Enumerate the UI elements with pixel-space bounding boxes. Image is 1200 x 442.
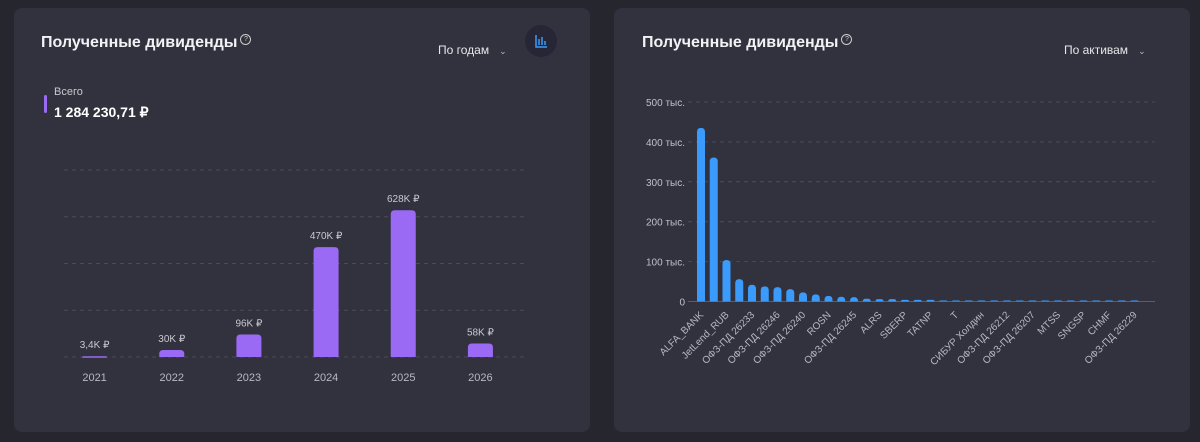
bar	[875, 299, 884, 302]
bar	[773, 287, 782, 302]
bar	[1054, 300, 1062, 302]
bar	[926, 299, 935, 302]
data-label: 58K ₽	[467, 327, 495, 338]
period-select[interactable]: По годам ⌄	[438, 43, 507, 57]
y-tick-label: 200 тыс.	[646, 218, 685, 229]
bar	[760, 286, 769, 302]
x-tick-label: SNGSP	[1056, 310, 1089, 343]
bar	[1003, 300, 1011, 302]
year-bar-chart: 3,4K ₽ 2021 30K ₽ 2022 96K ₽ 2023 470K ₽ 2024 62…	[64, 169, 527, 384]
bar	[313, 247, 339, 357]
data-label: 96K ₽	[235, 319, 263, 330]
x-tick-label: TATNP	[906, 310, 936, 340]
bar	[862, 298, 871, 302]
dividends-by-year-card: Полученные дивиденды? По годам ⌄ Всего 1 …	[14, 8, 590, 432]
bar	[1130, 300, 1139, 302]
dividends-by-asset-card: Полученные дивиденды? По активам ⌄ 0 100 т…	[614, 8, 1190, 432]
bar	[811, 294, 820, 302]
legend-color-swatch	[44, 95, 47, 113]
y-tick-label: 300 тыс.	[646, 178, 685, 189]
x-tick-label: 2026	[468, 372, 492, 384]
help-icon[interactable]: ?	[841, 34, 853, 45]
bar	[837, 296, 846, 302]
x-tick-label: SBERP	[878, 310, 910, 342]
card-title: Полученные дивиденды?	[642, 34, 853, 52]
group-select[interactable]: По активам ⌄	[1064, 43, 1146, 57]
asset-bar-chart: 0 100 тыс. 200 тыс. 300 тыс. 400 тыс. 500 тыс…	[646, 98, 1155, 368]
bar	[824, 295, 833, 302]
bar	[888, 299, 897, 302]
bar	[236, 334, 262, 357]
bar	[799, 292, 807, 302]
bar	[786, 289, 795, 302]
y-tick-label: 400 тыс.	[646, 138, 685, 149]
bar	[1066, 300, 1075, 302]
legend-value: 1 284 230,71 ₽	[54, 104, 149, 120]
bar	[939, 300, 948, 302]
help-icon[interactable]: ?	[240, 34, 252, 45]
bar	[901, 299, 909, 302]
legend-label: Всего	[54, 86, 83, 98]
bar	[390, 210, 416, 357]
bar	[159, 349, 185, 357]
y-tick-label: 0	[679, 298, 685, 309]
data-label: 30K ₽	[158, 334, 186, 345]
bar	[952, 300, 960, 302]
chart-type-button[interactable]	[525, 25, 557, 57]
bar	[850, 297, 858, 302]
bar	[990, 300, 999, 302]
y-tick-label: 100 тыс.	[646, 258, 685, 269]
bar	[709, 157, 718, 302]
x-tick-label: 2023	[237, 372, 261, 384]
bar	[748, 284, 756, 302]
bar	[1117, 300, 1126, 302]
bar	[1105, 300, 1113, 302]
bar	[964, 300, 973, 302]
bar	[82, 356, 108, 358]
bar	[722, 260, 731, 302]
bar	[1028, 300, 1037, 302]
bar	[697, 127, 705, 302]
x-tick-label: 2024	[314, 372, 338, 384]
chevron-down-icon: ⌄	[499, 46, 507, 56]
x-tick-label: 2025	[391, 372, 415, 384]
card-title: Полученные дивиденды?	[41, 34, 252, 52]
bar	[735, 279, 744, 302]
bar	[467, 343, 493, 357]
y-tick-label: 500 тыс.	[646, 98, 685, 109]
chevron-down-icon: ⌄	[1138, 46, 1146, 56]
bar	[913, 299, 922, 302]
bar	[1092, 300, 1101, 302]
data-label: 3,4K ₽	[80, 340, 110, 351]
data-label: 628K ₽	[387, 194, 420, 205]
data-label: 470K ₽	[310, 231, 343, 242]
bar	[977, 300, 986, 302]
x-tick-label: T	[949, 310, 961, 322]
bar	[1079, 300, 1088, 302]
bar	[1041, 300, 1050, 302]
x-tick-label: 2021	[82, 372, 106, 384]
bar	[1015, 300, 1024, 302]
bar-chart-icon	[535, 35, 547, 48]
x-tick-label: 2022	[160, 372, 184, 384]
